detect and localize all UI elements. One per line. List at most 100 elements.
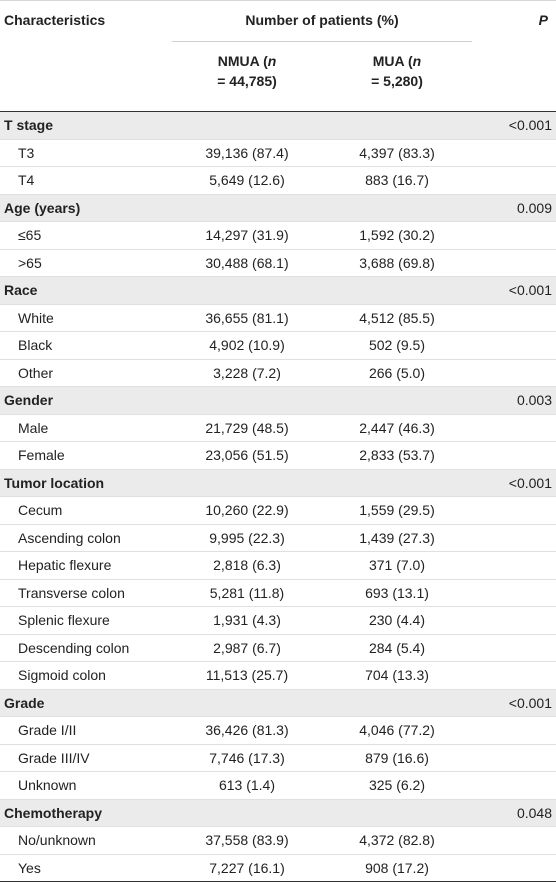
header-mua-n: n bbox=[413, 53, 422, 69]
mua-cell: 266 (5.0) bbox=[322, 365, 472, 381]
header-nmua-n: n bbox=[268, 53, 277, 69]
row-label: Cecum bbox=[18, 502, 62, 518]
row-label: Race bbox=[4, 282, 37, 298]
nmua-cell: 5,281 (11.8) bbox=[172, 585, 322, 601]
table-row: Ascending colon 9,995 (22.3)1,439 (27.3) bbox=[0, 525, 556, 553]
nmua-cell: 613 (1.4) bbox=[172, 777, 322, 793]
header-group-title: Number of patients (%) bbox=[172, 12, 472, 28]
header-mua: MUA (n = 5,280) bbox=[322, 51, 472, 91]
row-label: T4 bbox=[18, 172, 34, 188]
header-mua-value: = 5,280) bbox=[371, 73, 423, 89]
row-label: Transverse colon bbox=[18, 585, 125, 601]
row-label: Grade I/II bbox=[18, 722, 76, 738]
row-label: Gender bbox=[4, 392, 53, 408]
category-row: T stage <0.001 bbox=[0, 112, 556, 140]
nmua-cell: 14,297 (31.9) bbox=[172, 227, 322, 243]
mua-cell: 879 (16.6) bbox=[322, 750, 472, 766]
mua-cell: 284 (5.4) bbox=[322, 640, 472, 656]
nmua-cell: 10,260 (22.9) bbox=[172, 502, 322, 518]
mua-cell: 693 (13.1) bbox=[322, 585, 472, 601]
row-label: Chemotherapy bbox=[4, 805, 102, 821]
mua-cell: 704 (13.3) bbox=[322, 667, 472, 683]
p-value-cell: 0.048 bbox=[517, 805, 552, 821]
nmua-cell: 7,746 (17.3) bbox=[172, 750, 322, 766]
nmua-cell: 36,426 (81.3) bbox=[172, 722, 322, 738]
table-row: Yes 7,227 (16.1)908 (17.2) bbox=[0, 855, 556, 882]
nmua-cell: 2,987 (6.7) bbox=[172, 640, 322, 656]
mua-cell: 502 (9.5) bbox=[322, 337, 472, 353]
header-p: P bbox=[539, 12, 548, 28]
table-header-row-1: Characteristics Number of patients (%) P bbox=[0, 0, 556, 42]
row-label: Tumor location bbox=[4, 475, 104, 491]
table-row: Grade III/IV 7,746 (17.3)879 (16.6) bbox=[0, 745, 556, 773]
mua-cell: 1,439 (27.3) bbox=[322, 530, 472, 546]
row-label: Male bbox=[18, 420, 48, 436]
table-row: T4 5,649 (12.6)883 (16.7) bbox=[0, 167, 556, 195]
row-label: Hepatic flexure bbox=[18, 557, 111, 573]
row-label: ≤65 bbox=[18, 227, 41, 243]
table-row: >65 30,488 (68.1)3,688 (69.8) bbox=[0, 250, 556, 278]
table-row: Other 3,228 (7.2)266 (5.0) bbox=[0, 360, 556, 388]
row-label: >65 bbox=[18, 255, 42, 271]
row-label: Female bbox=[18, 447, 65, 463]
nmua-cell: 21,729 (48.5) bbox=[172, 420, 322, 436]
mua-cell: 908 (17.2) bbox=[322, 860, 472, 876]
row-label: No/unknown bbox=[18, 832, 96, 848]
p-value-cell: <0.001 bbox=[509, 695, 552, 711]
row-label: Sigmoid colon bbox=[18, 667, 106, 683]
row-label: T3 bbox=[18, 145, 34, 161]
category-row: Race <0.001 bbox=[0, 277, 556, 305]
mua-cell: 1,559 (29.5) bbox=[322, 502, 472, 518]
row-label: Ascending colon bbox=[18, 530, 121, 546]
p-value-cell: <0.001 bbox=[509, 282, 552, 298]
nmua-cell: 23,056 (51.5) bbox=[172, 447, 322, 463]
header-nmua-name: NMUA ( bbox=[218, 53, 268, 69]
category-row: Chemotherapy 0.048 bbox=[0, 800, 556, 828]
row-label: Black bbox=[18, 337, 52, 353]
category-row: Tumor location <0.001 bbox=[0, 470, 556, 498]
mua-cell: 3,688 (69.8) bbox=[322, 255, 472, 271]
mua-cell: 371 (7.0) bbox=[322, 557, 472, 573]
row-label: T stage bbox=[4, 117, 53, 133]
nmua-cell: 3,228 (7.2) bbox=[172, 365, 322, 381]
row-label: Yes bbox=[18, 860, 41, 876]
table-header-row-2: NMUA (n = 44,785) MUA (n = 5,280) bbox=[0, 42, 556, 112]
mua-cell: 2,833 (53.7) bbox=[322, 447, 472, 463]
p-value-cell: 0.009 bbox=[517, 200, 552, 216]
header-nmua: NMUA (n = 44,785) bbox=[172, 51, 322, 91]
row-label: Descending colon bbox=[18, 640, 129, 656]
nmua-cell: 7,227 (16.1) bbox=[172, 860, 322, 876]
row-label: Other bbox=[18, 365, 53, 381]
p-value-cell: <0.001 bbox=[509, 475, 552, 491]
nmua-cell: 30,488 (68.1) bbox=[172, 255, 322, 271]
nmua-cell: 9,995 (22.3) bbox=[172, 530, 322, 546]
mua-cell: 883 (16.7) bbox=[322, 172, 472, 188]
row-label: Grade bbox=[4, 695, 44, 711]
mua-cell: 230 (4.4) bbox=[322, 612, 472, 628]
table-row: Descending colon 2,987 (6.7)284 (5.4) bbox=[0, 635, 556, 663]
mua-cell: 4,372 (82.8) bbox=[322, 832, 472, 848]
category-row: Grade <0.001 bbox=[0, 690, 556, 718]
mua-cell: 1,592 (30.2) bbox=[322, 227, 472, 243]
p-value-cell: <0.001 bbox=[509, 117, 552, 133]
mua-cell: 4,512 (85.5) bbox=[322, 310, 472, 326]
row-label: Grade III/IV bbox=[18, 750, 90, 766]
mua-cell: 2,447 (46.3) bbox=[322, 420, 472, 436]
table-row: Male 21,729 (48.5)2,447 (46.3) bbox=[0, 415, 556, 443]
nmua-cell: 5,649 (12.6) bbox=[172, 172, 322, 188]
nmua-cell: 2,818 (6.3) bbox=[172, 557, 322, 573]
table-row: Hepatic flexure 2,818 (6.3)371 (7.0) bbox=[0, 552, 556, 580]
table-row: Transverse colon 5,281 (11.8)693 (13.1) bbox=[0, 580, 556, 608]
nmua-cell: 37,558 (83.9) bbox=[172, 832, 322, 848]
category-row: Age (years)0.009 bbox=[0, 195, 556, 223]
table-row: Cecum 10,260 (22.9)1,559 (29.5) bbox=[0, 497, 556, 525]
